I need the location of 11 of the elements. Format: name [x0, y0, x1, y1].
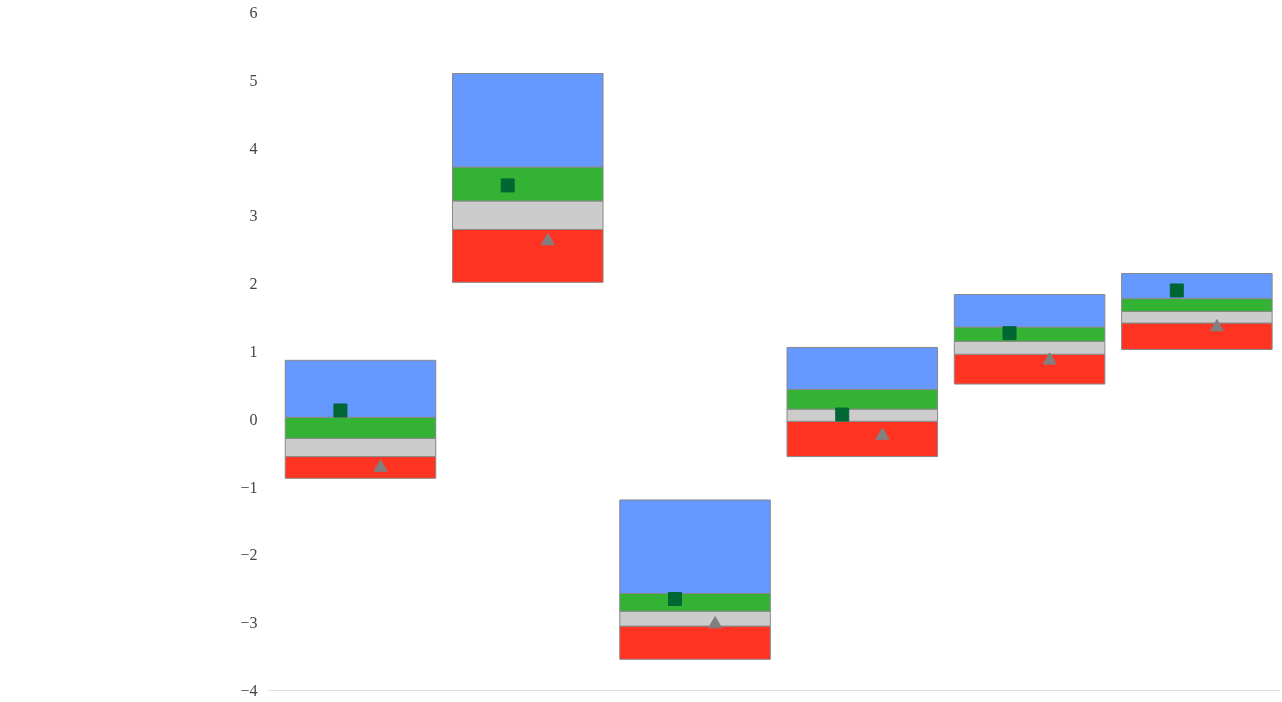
y-tick-label: 3 — [249, 207, 258, 225]
y-tick-label: 0 — [249, 410, 258, 428]
y-tick-label: 1 — [249, 343, 258, 360]
y-tick-label: 5 — [249, 71, 258, 89]
y-tick-label: −1 — [240, 478, 258, 496]
y-tick-label: −3 — [240, 614, 258, 632]
y-tick-label: 2 — [249, 275, 258, 293]
y-tick-label: −2 — [240, 546, 258, 564]
y-tick-label: −4 — [240, 682, 258, 699]
y-tick-label: 4 — [249, 139, 258, 157]
y-tick-label: 6 — [249, 4, 258, 21]
